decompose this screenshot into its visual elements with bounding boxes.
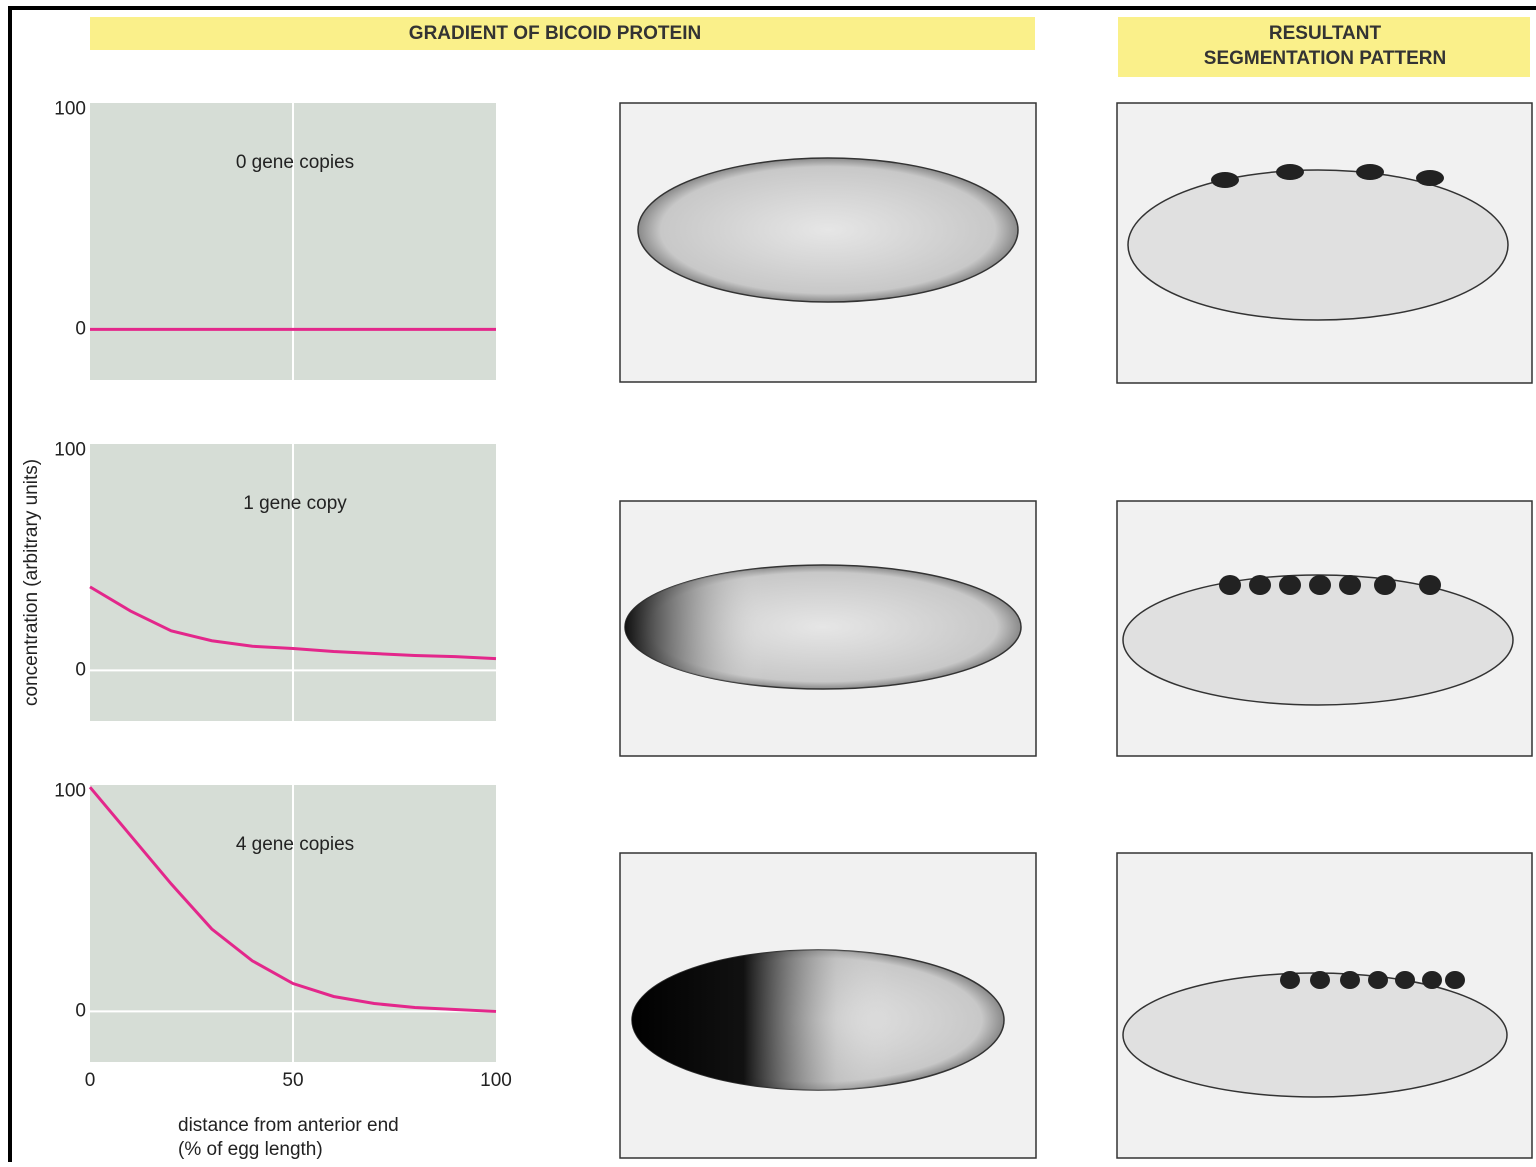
header: GRADIENT OF BICOID PROTEIN (409, 23, 701, 44)
x-axis-label: distance from anterior end (178, 1115, 399, 1136)
header: SEGMENTATION PATTERN (1204, 48, 1446, 69)
x-tick-label: 0 (85, 1070, 96, 1091)
y-tick-label: 100 (54, 99, 86, 120)
y-tick-label: 0 (75, 318, 86, 339)
segmentation-photos (1116, 102, 1533, 1159)
series-line (89, 585, 497, 661)
x-axis-label: (% of egg length) (178, 1139, 323, 1160)
frame (8, 6, 1536, 1167)
series-line (88, 786, 497, 1013)
x-tick-label: 50 (282, 1070, 303, 1091)
y-tick-label: 0 (75, 1000, 86, 1021)
header-bar (90, 17, 1035, 50)
y-tick-label: 100 (54, 781, 86, 802)
annotation: 0 gene copies (236, 152, 354, 173)
stripes (1211, 164, 1465, 989)
header-bar (1118, 17, 1530, 77)
y-tick-label: 0 (75, 659, 86, 680)
x-tick-label: 100 (480, 1070, 512, 1091)
annotation: 4 gene copies (236, 834, 354, 855)
annotation: 1 gene copy (243, 493, 347, 514)
y-tick-label: 100 (54, 440, 86, 461)
header: RESULTANT (1269, 23, 1382, 44)
y-axis-label: concentration (arbitrary units) (21, 459, 42, 706)
bicoid-photos (619, 102, 1037, 1159)
